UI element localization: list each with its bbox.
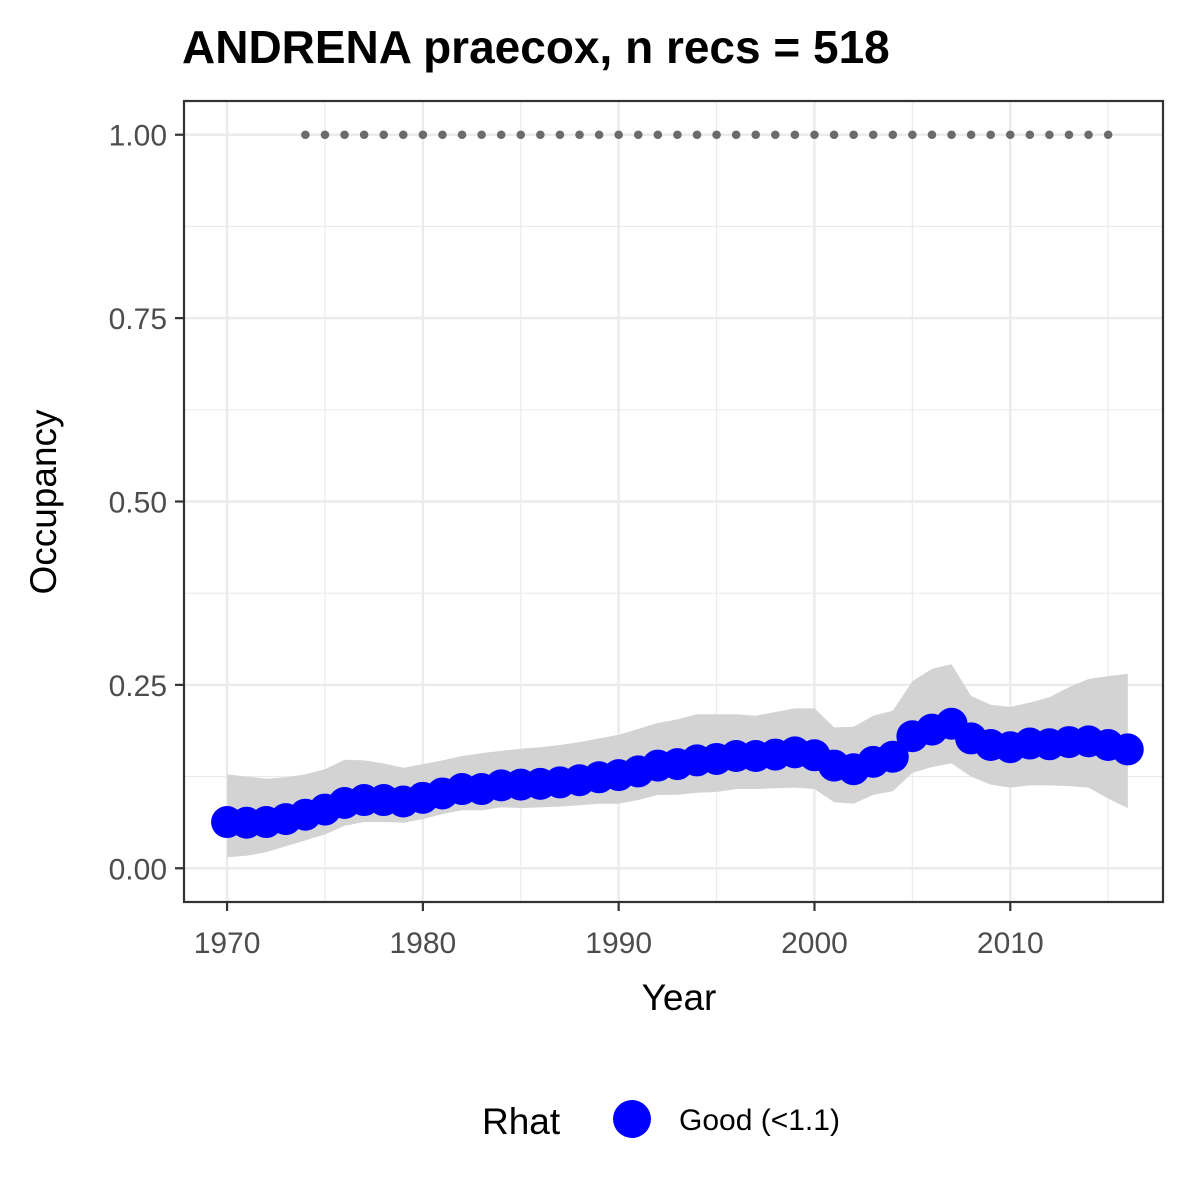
record-year-dot [888, 130, 898, 140]
y-tick-label: 0.50 [109, 487, 167, 520]
occupancy-point [1111, 733, 1144, 766]
record-year-dot [966, 130, 976, 140]
occupancy-points-layer [211, 707, 1144, 839]
record-year-dot [673, 130, 682, 140]
legend-label-good: Good (<1.1) [679, 1104, 840, 1137]
y-axis-title: Occupancy [23, 409, 64, 595]
record-year-dot [790, 130, 800, 140]
x-tick-label: 2010 [977, 927, 1044, 960]
record-year-dot [555, 130, 565, 140]
record-year-dot [771, 130, 780, 140]
y-tick-label: 0.00 [109, 853, 167, 886]
record-year-dot [1064, 130, 1074, 140]
record-year-dot [810, 130, 819, 140]
record-year-dot [731, 130, 741, 140]
record-year-dot [320, 130, 330, 140]
record-year-dot [908, 130, 917, 140]
record-year-dot [457, 130, 467, 140]
record-year-dot [418, 130, 428, 140]
record-year-dot [947, 130, 956, 140]
record-year-dot [1103, 130, 1113, 140]
occupancy-point [876, 740, 909, 773]
legend-title: Rhat [482, 1101, 561, 1142]
record-year-dot [398, 130, 408, 140]
x-axis: 1970 1980 1990 2000 2010 [194, 902, 1044, 960]
record-year-dot [594, 130, 604, 140]
y-axis: 0.00 0.25 0.50 0.75 1.00 [109, 120, 184, 886]
x-tick-label: 1970 [194, 927, 261, 960]
record-year-dot [1025, 130, 1035, 140]
x-tick-label: 1990 [585, 927, 652, 960]
record-year-dot [477, 130, 486, 140]
record-year-dot [516, 130, 526, 140]
record-year-dot [575, 130, 584, 140]
record-year-dot [1084, 130, 1093, 140]
record-year-dot [536, 130, 545, 140]
record-year-dot [751, 130, 761, 140]
record-year-dot [614, 130, 623, 140]
record-year-dot [633, 130, 643, 140]
record-year-dot [653, 130, 663, 140]
record-year-dot [340, 130, 349, 140]
chart-title: ANDRENA praecox, n recs = 518 [182, 21, 890, 73]
legend: Rhat Good (<1.1) [482, 1100, 840, 1142]
record-year-dot [359, 130, 369, 140]
record-year-dot [829, 130, 839, 140]
record-year-dot [1005, 130, 1015, 140]
x-tick-label: 1980 [390, 927, 457, 960]
record-year-dot [986, 130, 995, 140]
x-tick-label: 2000 [781, 927, 848, 960]
record-year-dot [712, 130, 721, 140]
record-year-dot [849, 130, 858, 140]
record-year-dot [379, 130, 389, 140]
record-year-dot [1045, 130, 1054, 140]
record-year-dot [301, 130, 310, 140]
record-year-dot [868, 130, 878, 140]
legend-key-good [613, 1100, 651, 1138]
record-year-dot [692, 130, 702, 140]
record-year-dot [438, 130, 447, 140]
record-dots-layer [301, 130, 1113, 140]
record-year-dot [496, 130, 506, 140]
y-tick-label: 0.75 [109, 303, 167, 336]
x-axis-title: Year [642, 977, 717, 1018]
y-tick-label: 1.00 [109, 120, 167, 153]
record-year-dot [927, 130, 937, 140]
y-tick-label: 0.25 [109, 670, 167, 703]
